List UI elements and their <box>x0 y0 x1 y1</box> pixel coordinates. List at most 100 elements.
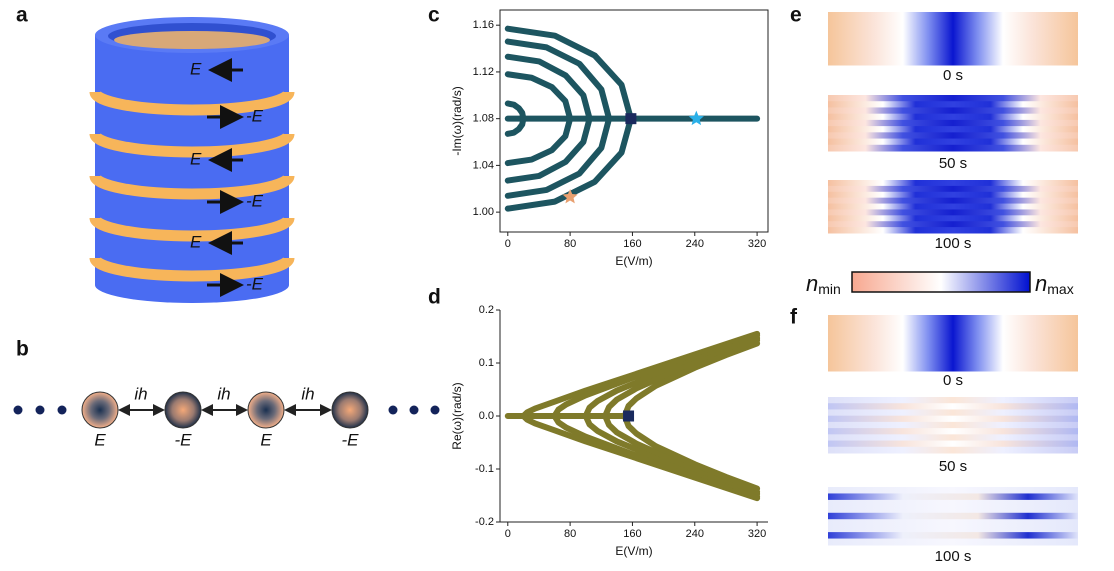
x-tick-label: 0 <box>505 528 511 540</box>
symbol: n <box>806 271 818 296</box>
subscript: max <box>1047 281 1073 297</box>
heatmap-row <box>828 409 1078 416</box>
heatmap-row <box>828 526 1078 533</box>
heatmap-row <box>828 434 1078 441</box>
y-tick-label: 1.04 <box>473 159 494 171</box>
field-label: -E <box>246 191 264 210</box>
x-tick-label: 240 <box>686 238 704 250</box>
x-tick-label: 160 <box>623 528 641 540</box>
y-tick-label: 0.0 <box>479 410 494 422</box>
heatmap-row <box>828 145 1078 152</box>
y-tick-label: -0.2 <box>475 516 494 528</box>
heatmap-row <box>828 114 1078 121</box>
x-tick-label: 240 <box>686 528 704 540</box>
chart: 080160240320-0.2-0.10.00.10.2E(V/m)Re(ω)… <box>450 304 768 558</box>
marker-star <box>689 111 704 125</box>
site-label: -E <box>342 430 360 449</box>
heatmap-row <box>828 441 1078 448</box>
heatmap-row <box>828 204 1078 210</box>
heatmap-row <box>828 422 1078 429</box>
heatmap-row <box>828 403 1078 410</box>
y-tick-label: 1.12 <box>473 66 494 78</box>
colorbar-max: nmax <box>1035 271 1074 297</box>
heatmap-row <box>828 12 1078 66</box>
x-tick-label: 320 <box>748 528 766 540</box>
heatmap-row <box>828 447 1078 454</box>
panel-label: f <box>790 306 798 329</box>
field-label: E <box>190 232 202 251</box>
y-tick-label: 1.16 <box>473 19 494 31</box>
y-axis-label: Re(ω)(rad/s) <box>450 382 464 449</box>
x-axis-label: E(V/m) <box>615 544 652 558</box>
heatmap-row <box>828 95 1078 102</box>
x-axis-label: E(V/m) <box>615 254 652 268</box>
y-tick-label: 1.00 <box>473 206 494 218</box>
heatmap-row <box>828 397 1078 404</box>
heatmap-row <box>828 120 1078 127</box>
field-label: -E <box>246 274 264 293</box>
y-tick-label: 0.1 <box>479 357 494 369</box>
x-tick-label: 320 <box>748 238 766 250</box>
x-tick-label: 160 <box>623 238 641 250</box>
symbol: n <box>1035 271 1047 296</box>
y-tick-label: -0.1 <box>475 463 494 475</box>
time-label: 50 s <box>939 458 967 475</box>
heatmap-row <box>828 209 1078 215</box>
site-label: E <box>260 430 272 449</box>
heatmap-row <box>828 186 1078 192</box>
heatmap-row <box>828 107 1078 114</box>
chart: 0 80 160 240 320 1.00 1.04 1.08 1.12 1.16 E(V/m) -I… <box>450 10 768 268</box>
time-label: 50 s <box>939 155 967 172</box>
panel-label: c <box>428 4 440 27</box>
site-label: E <box>94 430 106 449</box>
marker-square <box>625 113 636 124</box>
site-label: -E <box>175 430 193 449</box>
panel-label: e <box>790 4 802 27</box>
y-tick-label: 1.08 <box>473 113 494 125</box>
heatmap-row <box>828 513 1078 520</box>
heatmap-row <box>828 500 1078 507</box>
heatmap-row <box>828 221 1078 227</box>
heatmap-row <box>828 101 1078 108</box>
heatmap-row <box>828 126 1078 133</box>
time-label: 100 s <box>935 548 972 565</box>
panel-label: a <box>16 4 28 27</box>
charts: 0 80 160 240 320 1.00 1.04 1.08 1.12 1.16 E(V/m) -I… <box>450 10 768 558</box>
colorbar <box>852 272 1030 292</box>
heatmap-row <box>828 532 1078 539</box>
x-tick-label: 80 <box>564 238 576 250</box>
marker-square <box>623 411 634 422</box>
field-label: E <box>190 149 202 168</box>
time-label: 0 s <box>943 67 963 84</box>
heatmap-row <box>828 227 1078 233</box>
heatmap-row <box>828 198 1078 204</box>
heatmap-row <box>828 192 1078 198</box>
heatmap-row <box>828 519 1078 526</box>
heatmap-row <box>828 215 1078 221</box>
figure: a b c d e f E -E E -E E -E ih ih ih E -E… <box>0 0 1114 571</box>
y-axis-label: -Im(ω)(rad/s) <box>450 86 464 155</box>
heatmap-row <box>828 315 1078 372</box>
coupling-label: ih <box>217 384 230 403</box>
heatmap-row <box>828 416 1078 423</box>
subscript: min <box>818 281 841 297</box>
field-label: E <box>190 59 202 78</box>
coupling-label: ih <box>134 384 147 403</box>
time-label: 100 s <box>935 235 972 252</box>
x-tick-label: 0 <box>505 238 511 250</box>
heatmap-row <box>828 487 1078 494</box>
field-label: -E <box>246 106 264 125</box>
colorbar-min: nmin <box>806 271 841 297</box>
heatmap-row <box>828 493 1078 500</box>
time-label: 0 s <box>943 372 963 389</box>
panel-label: d <box>428 286 441 309</box>
heatmap-row <box>828 139 1078 146</box>
x-tick-label: 80 <box>564 528 576 540</box>
heatmap-row <box>828 132 1078 139</box>
heatmap-row <box>828 506 1078 513</box>
coupling-label: ih <box>301 384 314 403</box>
panel-label: b <box>16 338 29 361</box>
heatmap-row <box>828 539 1078 546</box>
heatmap-row <box>828 180 1078 186</box>
heatmap-row <box>828 428 1078 435</box>
